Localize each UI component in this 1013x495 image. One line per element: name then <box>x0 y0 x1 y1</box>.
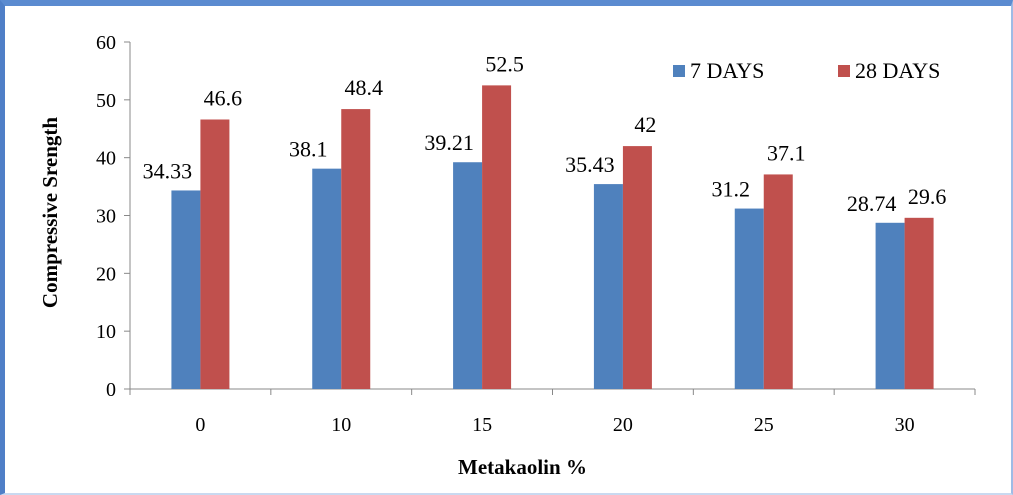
legend-label: 7 DAYS <box>690 58 764 83</box>
bar-28-days <box>200 119 230 389</box>
bar-7-days <box>875 222 905 389</box>
data-label: 52.5 <box>485 51 524 76</box>
y-tick-label: 10 <box>96 321 116 343</box>
bar-7-days <box>593 184 623 389</box>
y-axis-title: Compressive Srength <box>38 117 62 308</box>
chart-bars <box>171 85 934 389</box>
x-tick-label: 10 <box>331 414 351 436</box>
x-tick-label: 30 <box>895 414 915 436</box>
y-tick-label: 0 <box>106 379 116 401</box>
chart-axes: 0 10 20 30 40 50 60 0 10 15 20 25 30 <box>96 32 976 436</box>
bar-28-days <box>341 109 371 389</box>
x-axis-title: Metakaolin % <box>458 455 587 479</box>
bar-7-days <box>734 208 764 389</box>
legend-label: 28 DAYS <box>855 58 940 83</box>
x-tick-label: 15 <box>472 414 492 436</box>
data-label: 42 <box>634 112 656 137</box>
data-label: 39.21 <box>424 130 474 155</box>
data-label: 48.4 <box>345 75 384 100</box>
bar-7-days <box>171 190 201 389</box>
data-label: 29.6 <box>908 184 947 209</box>
data-label: 31.2 <box>712 177 751 202</box>
legend-swatch <box>838 65 850 77</box>
data-label: 37.1 <box>767 140 806 165</box>
chart-legend: 7 DAYS 28 DAYS <box>673 58 940 83</box>
data-label: 34.33 <box>143 158 193 183</box>
bar-28-days <box>763 174 793 389</box>
y-tick-label: 20 <box>96 263 116 285</box>
chart-data-labels: 34.33 46.6 38.1 48.4 39.21 52.5 35.43 42 31.2 37.… <box>143 51 947 215</box>
bar-28-days <box>482 85 512 389</box>
data-label: 35.43 <box>565 152 615 177</box>
y-tick-label: 40 <box>96 148 116 170</box>
bar-28-days <box>904 217 934 389</box>
x-tick-label: 0 <box>195 414 205 436</box>
y-tick-label: 30 <box>96 206 116 228</box>
data-label: 46.6 <box>204 85 243 110</box>
y-tick-label: 50 <box>96 90 116 112</box>
legend-swatch <box>673 65 685 77</box>
bar-28-days <box>622 146 652 389</box>
x-tick-label: 25 <box>754 414 774 436</box>
bar-7-days <box>312 168 342 389</box>
data-label: 28.74 <box>847 191 897 216</box>
y-tick-label: 60 <box>96 32 116 54</box>
x-tick-label: 20 <box>613 414 633 436</box>
bar-7-days <box>453 162 483 389</box>
data-label: 38.1 <box>289 137 328 162</box>
